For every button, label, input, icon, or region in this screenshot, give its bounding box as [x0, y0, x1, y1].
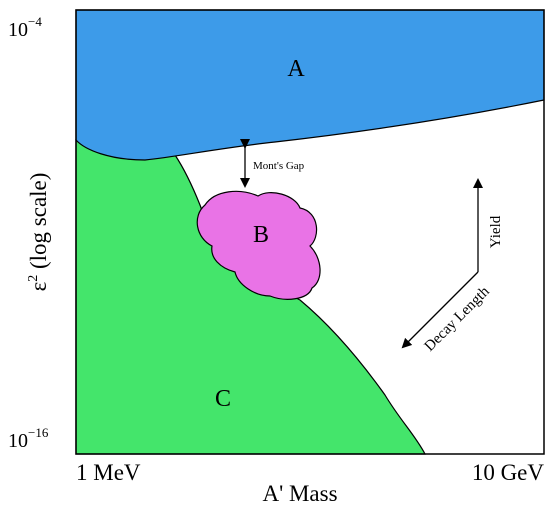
x-left-tick-label: 1 MeV	[76, 460, 141, 485]
y-top-tick-label: 10−4	[8, 14, 42, 41]
x-right-tick-label: 10 GeV	[472, 460, 545, 485]
gap-label: Mont's Gap	[253, 160, 305, 172]
region-a	[75, 9, 545, 161]
y-axis-label: ε2 (log scale)	[26, 173, 51, 292]
yield-label: Yield	[488, 215, 504, 248]
x-axis-label: A' Mass	[262, 481, 337, 506]
y-bottom-tick-base: 10	[8, 430, 28, 452]
y-axis-label-base: ε	[26, 282, 51, 292]
plot-frame	[75, 9, 545, 455]
y-axis-label-exponent: 2	[26, 275, 41, 282]
region-b-label: B	[253, 222, 269, 248]
y-bottom-tick-label: 10−16	[8, 425, 49, 452]
region-b	[196, 190, 321, 300]
y-axis-label-rest: (log scale)	[26, 173, 51, 275]
region-c-label: C	[215, 386, 231, 412]
region-a-label: A	[287, 56, 305, 82]
y-top-tick-base: 10	[8, 19, 28, 41]
y-bottom-tick-exponent: −16	[28, 425, 49, 440]
y-top-tick-exponent: −4	[28, 14, 42, 29]
decay-length-arrow	[401, 271, 479, 349]
